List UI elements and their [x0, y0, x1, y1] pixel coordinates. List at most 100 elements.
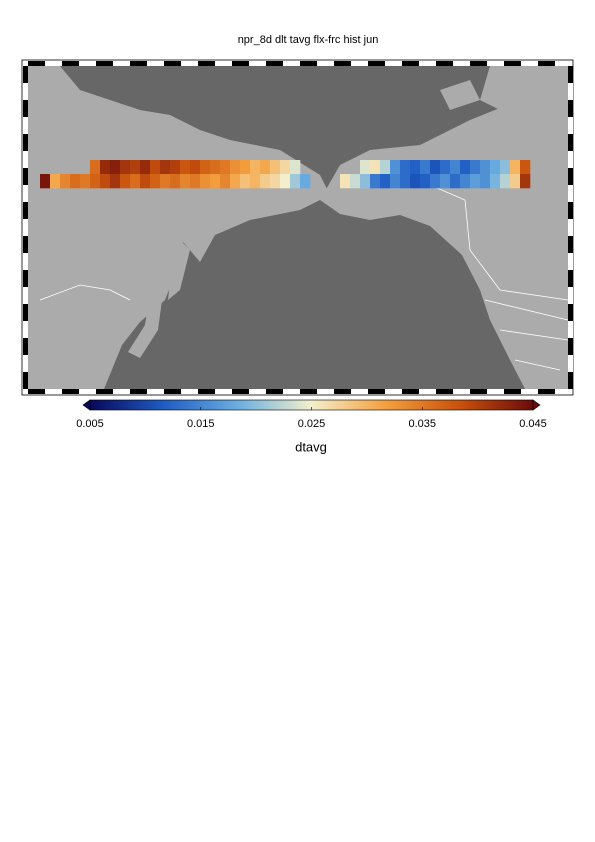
- swath-cell: [500, 174, 511, 189]
- border-segment: [23, 321, 28, 338]
- swath-cell: [80, 174, 91, 189]
- swath-cell: [140, 174, 151, 189]
- border-segment: [164, 61, 181, 66]
- border-segment: [453, 389, 470, 394]
- border-segment: [23, 66, 28, 83]
- swath-cell: [110, 174, 121, 189]
- border-segment: [568, 117, 573, 134]
- border-segment: [568, 151, 573, 168]
- swath-cell: [220, 160, 231, 175]
- border-segment: [23, 202, 28, 219]
- border-segment: [28, 389, 45, 394]
- swath-cell: [130, 174, 141, 189]
- border-segment: [568, 219, 573, 236]
- swath-cell: [210, 174, 221, 189]
- border-segment: [568, 202, 573, 219]
- border-segment: [23, 185, 28, 202]
- border-segment: [538, 61, 555, 66]
- border-segment: [385, 389, 402, 394]
- swath-cell: [150, 174, 161, 189]
- colorbar-extend: [532, 399, 541, 411]
- border-segment: [300, 61, 317, 66]
- border-segment: [317, 61, 334, 66]
- borders: [39, 184, 569, 371]
- border-segment: [181, 61, 198, 66]
- border-segment: [334, 389, 351, 394]
- border-segment: [402, 389, 419, 394]
- border-segment: [23, 253, 28, 270]
- swath-cell: [440, 160, 451, 175]
- border-segment: [23, 151, 28, 168]
- border-segment: [23, 270, 28, 287]
- border-segment: [568, 66, 573, 83]
- border-segment: [351, 389, 368, 394]
- border-segment: [385, 61, 402, 66]
- border-segment: [436, 61, 453, 66]
- swath-cell: [230, 174, 241, 189]
- colorbar-tick-label: 0.015: [187, 418, 215, 430]
- border-segment: [23, 134, 28, 151]
- swath-cell: [200, 174, 211, 189]
- swath-cell: [480, 160, 491, 175]
- border-segment: [568, 287, 573, 304]
- swath-cell: [100, 160, 111, 175]
- border-segment: [23, 168, 28, 185]
- swath-cell: [370, 160, 381, 175]
- asia: [28, 66, 330, 389]
- border-segment: [96, 389, 113, 394]
- swath-cell: [250, 174, 261, 189]
- border-segment: [538, 389, 555, 394]
- border-segment: [198, 389, 215, 394]
- border-segment: [232, 389, 249, 394]
- border-segment: [568, 236, 573, 253]
- border-segment: [23, 372, 28, 389]
- swath-cell: [470, 174, 481, 189]
- border-segment: [23, 100, 28, 117]
- border-segment: [568, 355, 573, 372]
- border-segment: [249, 61, 266, 66]
- swath-cell: [260, 174, 271, 189]
- swath-cell: [380, 160, 391, 175]
- border-segment: [487, 389, 504, 394]
- swath-cell: [270, 160, 281, 175]
- border-segment: [402, 61, 419, 66]
- border-segment: [470, 389, 487, 394]
- swath-cell: [200, 160, 211, 175]
- swath-cell: [470, 160, 481, 175]
- border-segment: [96, 61, 113, 66]
- border-segment: [436, 389, 453, 394]
- border-segment: [568, 185, 573, 202]
- swath-cell: [490, 174, 501, 189]
- border-segment: [568, 253, 573, 270]
- swath-cell: [150, 160, 161, 175]
- swath-cell: [100, 174, 111, 189]
- swath-cell: [270, 174, 281, 189]
- swath-cell: [50, 174, 61, 189]
- border-segment: [198, 61, 215, 66]
- border-segment: [23, 236, 28, 253]
- border-segment: [23, 304, 28, 321]
- colorbar-tick-label: 0.005: [76, 418, 104, 430]
- swath-cell: [180, 174, 191, 189]
- colorbar-extend: [82, 399, 91, 411]
- border-segment: [317, 389, 334, 394]
- japan: [128, 290, 162, 358]
- swath-cell: [390, 174, 401, 189]
- border-segment: [419, 389, 436, 394]
- swath-cell: [220, 174, 231, 189]
- swath-cell: [180, 160, 191, 175]
- swath-cell: [290, 160, 301, 175]
- swath-cell: [120, 160, 131, 175]
- map-border: [23, 61, 573, 394]
- border-segment: [23, 287, 28, 304]
- border-segment: [568, 168, 573, 185]
- swath-cell: [140, 160, 151, 175]
- border-segment: [113, 389, 130, 394]
- kamchatka: [168, 235, 190, 300]
- colorbar-tick-label: 0.045: [519, 418, 547, 430]
- border-segment: [45, 61, 62, 66]
- border-segment: [62, 389, 79, 394]
- border-segment: [23, 83, 28, 100]
- border-segment: [23, 355, 28, 372]
- border-segment: [470, 61, 487, 66]
